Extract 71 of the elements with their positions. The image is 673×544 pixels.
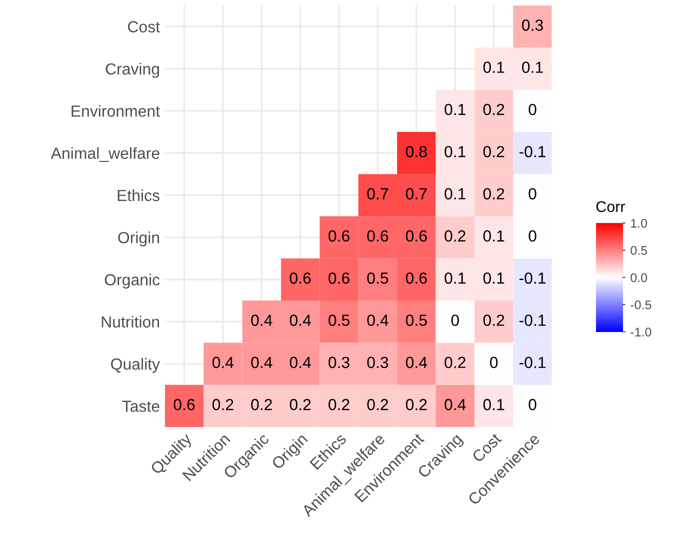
data-label: 0.4 (367, 314, 388, 326)
data-label: 0.4 (290, 314, 311, 326)
data-label: 0.3 (367, 356, 388, 368)
data-label: 0.7 (406, 188, 427, 200)
data-label: -0.1 (519, 272, 546, 284)
data-label: 0.5 (328, 314, 350, 326)
y-tick-label: Organic (104, 274, 160, 289)
data-label: 0.1 (483, 230, 504, 242)
data-label: 0.2 (483, 146, 504, 158)
data-label: 0.7 (367, 188, 388, 200)
data-label: 0.1 (444, 272, 466, 284)
color-bar-label: 0.5 (630, 246, 648, 255)
data-label: 0.6 (328, 272, 350, 284)
data-label: 0.1 (444, 188, 466, 200)
data-label: 0.6 (174, 398, 195, 410)
color-bar-label: 0.0 (630, 273, 648, 282)
data-label: 0.1 (483, 272, 504, 284)
y-tick-label: Craving (106, 62, 159, 78)
color-bar-label: -1.0 (630, 328, 652, 336)
y-tick-label: Quality (111, 358, 160, 373)
data-label: 0.6 (290, 272, 311, 284)
data-label: -0.1 (519, 356, 546, 368)
data-label: 0 (528, 188, 536, 200)
data-label: 0.5 (406, 314, 427, 326)
data-label: 0.4 (212, 356, 234, 368)
color-bar-title: Corr (596, 201, 626, 212)
y-tick-label: Nutrition (102, 316, 159, 328)
data-label: 0.4 (406, 356, 428, 368)
data-label: 0.2 (406, 398, 427, 410)
data-label: 0.4 (444, 398, 466, 410)
data-label: 0.2 (251, 398, 272, 410)
data-label: 0.2 (483, 188, 504, 200)
data-label: 0.8 (406, 146, 427, 158)
data-label: 0.3 (328, 356, 350, 368)
data-label: 0 (528, 104, 536, 116)
data-label: 0.1 (444, 146, 466, 158)
data-label: 0 (528, 230, 536, 242)
data-label: 0.1 (522, 62, 543, 73)
data-label: 0.2 (367, 398, 388, 410)
data-label: 0.4 (251, 314, 272, 326)
data-label: 0.2 (290, 398, 311, 410)
data-label: 0.5 (367, 272, 388, 284)
y-tick-label: Origin (118, 232, 159, 246)
color-bar-label: 1.0 (631, 218, 648, 228)
y-tick-label: Taste (122, 400, 160, 412)
y-tick-label: Ethics (118, 189, 160, 202)
data-label: 0.6 (367, 230, 388, 242)
data-label: 0.2 (212, 398, 234, 410)
data-label: 0.2 (483, 104, 504, 116)
y-tick-label: Cost (128, 21, 160, 32)
data-label: 0.1 (483, 62, 504, 73)
data-label: 0 (451, 314, 459, 326)
data-label: 0.3 (522, 19, 543, 31)
color-bar-label: -0.5 (630, 300, 652, 310)
data-label: -0.1 (519, 314, 546, 326)
data-label: 0.1 (483, 398, 504, 410)
data-label: 0.2 (444, 356, 466, 368)
data-label: 0.2 (444, 230, 466, 242)
data-label: 0.6 (328, 230, 350, 242)
data-label: 0.2 (328, 398, 350, 410)
data-label: 0.6 (406, 230, 427, 242)
data-label: 0 (528, 398, 536, 410)
y-tick-label: Environment (72, 105, 160, 117)
y-tick-label: Animal_welfare (50, 147, 160, 162)
data-label: 0.4 (251, 356, 272, 368)
data-label: 0.1 (444, 104, 466, 116)
data-label: -0.1 (519, 146, 546, 158)
data-label: 0.6 (406, 272, 427, 284)
data-label: 0 (490, 356, 498, 368)
data-label: 0.4 (290, 356, 311, 368)
data-label: 0.2 (483, 314, 504, 326)
